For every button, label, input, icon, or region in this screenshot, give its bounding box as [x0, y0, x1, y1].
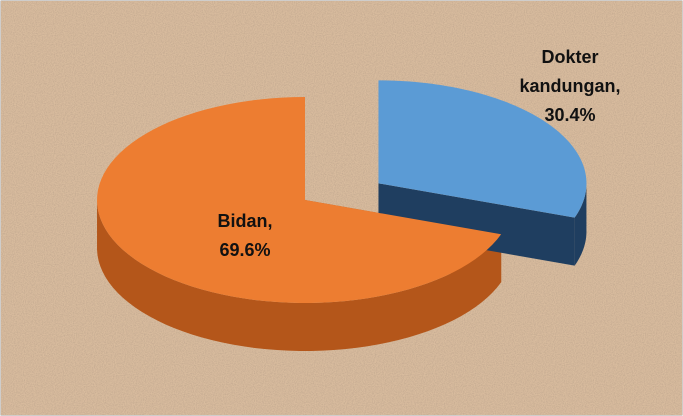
label-category: Bidan,: [217, 211, 272, 231]
pie: [97, 80, 587, 351]
slice: [97, 97, 502, 303]
slice-side: [97, 201, 502, 351]
data-label: Bidan, 69.6%: [217, 211, 272, 260]
slice: [378, 80, 587, 218]
slice-cut-face: [378, 183, 575, 266]
data-label: Dokter kandungan, 30.4%: [519, 47, 620, 125]
label-category: Dokter: [541, 47, 598, 67]
label-category: kandungan,: [519, 76, 620, 96]
slice-side: [574, 181, 587, 266]
labels: Bidan, 69.6% Dokter kandungan, 30.4%: [217, 47, 620, 260]
label-value: 30.4%: [544, 105, 595, 125]
label-value: 69.6%: [219, 240, 270, 260]
